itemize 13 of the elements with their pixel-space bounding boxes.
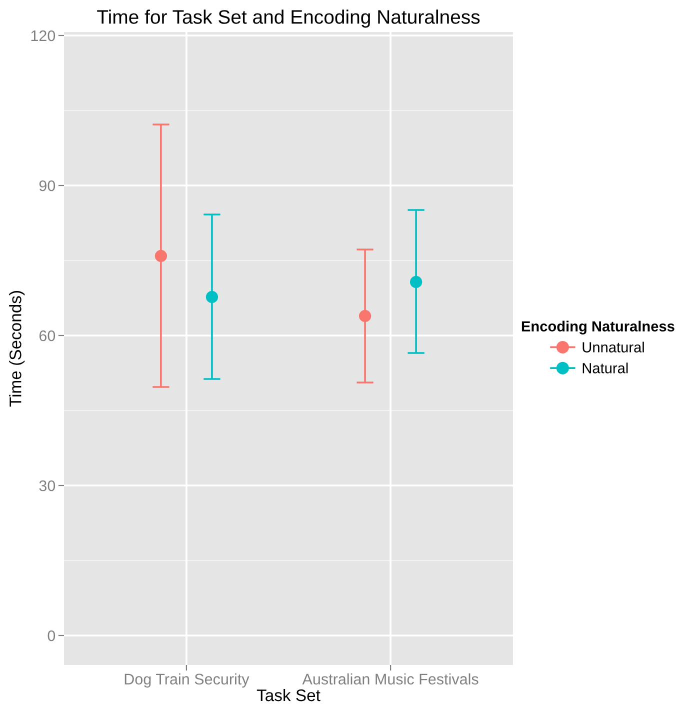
y-tick-label: 30 (39, 480, 56, 492)
y-tick-label: 120 (31, 30, 56, 42)
y-tick-label: 90 (39, 180, 56, 192)
x-tick-label: Dog Train Security (124, 673, 250, 688)
y-tick-label: 0 (48, 630, 56, 642)
x-tick-label: Australian Music Festivals (302, 673, 478, 685)
y-axis-title: Time (Seconds) (9, 291, 25, 407)
legend-title: Encoding Naturalness (522, 320, 674, 334)
legend-label: Natural (582, 362, 628, 374)
y-tick-label: 60 (39, 330, 56, 342)
x-axis-title: Task Set (256, 688, 320, 702)
legend-label: Unnatural (582, 342, 644, 352)
chart-title: Time for Task Set and Encoding Naturalness (97, 10, 480, 28)
